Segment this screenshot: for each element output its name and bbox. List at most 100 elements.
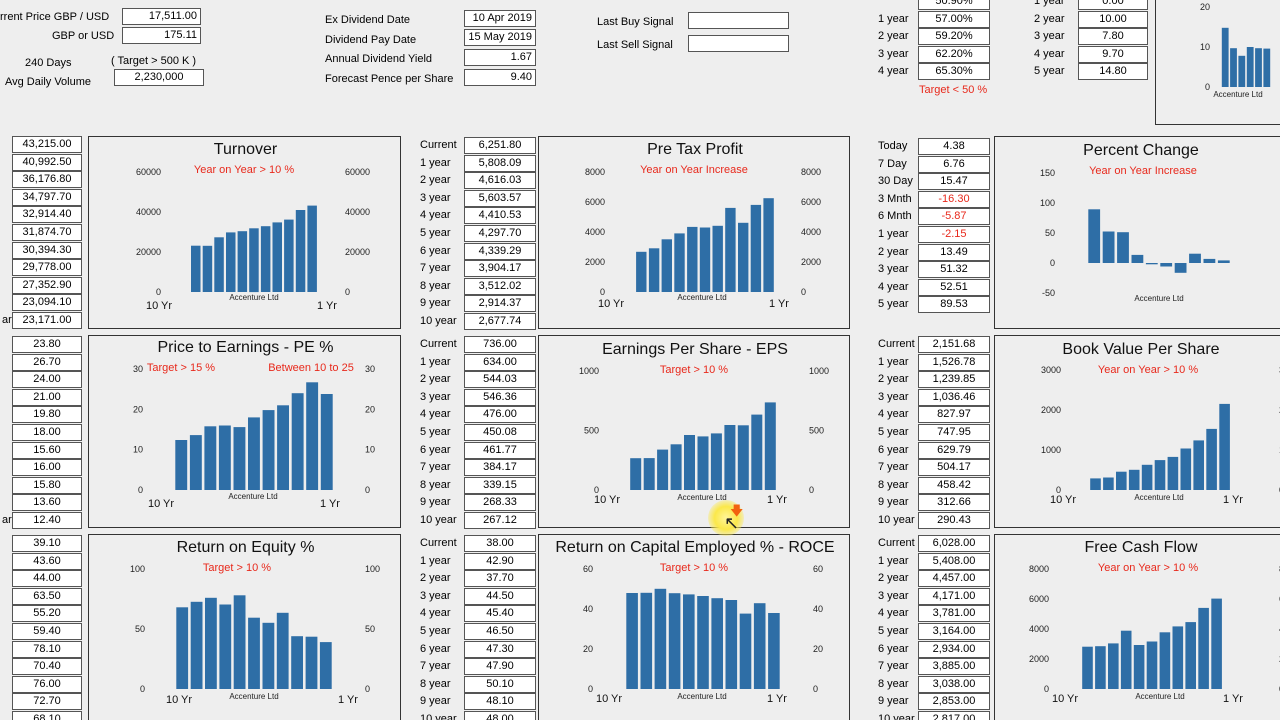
row-value: 629.79 xyxy=(918,441,990,459)
row-value: 72.70 xyxy=(12,693,82,711)
x-label-right: 1 Yr xyxy=(767,494,787,506)
last-sell-field[interactable] xyxy=(688,35,789,52)
table-row: 8 year 339.15 xyxy=(416,476,536,494)
row-value: 45.40 xyxy=(464,605,536,623)
top-mid-table: 50.90% 1 year 57.00% 2 year 59.20% 3 year 62.2… xyxy=(874,0,990,83)
eps-panel: Earnings Per Share - EPS Target > 10 % 0 0 5… xyxy=(538,335,850,528)
chart-title: Price to Earnings - PE % xyxy=(157,339,333,356)
bar xyxy=(1203,258,1216,263)
table-row: 6 Mnth -5.87 xyxy=(874,208,990,226)
pretax-table: Current 6,251.80 1 year 5,808.09 2 year 4,616… xyxy=(416,137,536,331)
row-value: 3,904.17 xyxy=(464,260,536,278)
bar xyxy=(636,251,647,292)
y-tick-label: 0 xyxy=(600,287,605,297)
table-row: 10 year 48.00 xyxy=(416,711,536,720)
row-value: 47.90 xyxy=(464,658,536,676)
y-tick-label: 0 xyxy=(1056,485,1061,495)
row-value: 13.49 xyxy=(918,243,990,261)
y-tick-label: 10 xyxy=(1200,42,1210,52)
chart-target: Target > 10 % xyxy=(203,562,271,574)
row-value: 14.80 xyxy=(1078,63,1148,81)
table-row: 9 year 268.33 xyxy=(416,494,536,512)
row-value: 290.43 xyxy=(918,512,990,529)
bar xyxy=(640,592,653,689)
table-row: 5 year 46.50 xyxy=(416,623,536,640)
table-row: Current 2,151.68 xyxy=(874,336,990,353)
y-tick-label-right: 0 xyxy=(809,485,814,495)
bar xyxy=(1090,478,1101,490)
table-row: 7 year 3,904.17 xyxy=(416,260,536,278)
table-row: 8 year 50.10 xyxy=(416,675,536,693)
row-value: 4.38 xyxy=(918,138,990,155)
table-row: 2 year 4,457.00 xyxy=(874,570,990,588)
chart-target: Year on Year > 10 % xyxy=(1098,562,1198,574)
bar xyxy=(1180,448,1192,490)
table-row: 44.00 xyxy=(0,570,84,588)
row-value: 2,151.68 xyxy=(918,336,990,353)
row-label: 1 year xyxy=(878,355,909,368)
table-row: Today 4.38 xyxy=(874,138,990,155)
table-row: 4 year 827.97 xyxy=(874,406,990,424)
table-row: 3 year 51.32 xyxy=(874,261,990,279)
row-value: 44.50 xyxy=(464,587,536,605)
table-row: 1 year 5,408.00 xyxy=(874,552,990,570)
gbp-label: GBP or USD xyxy=(52,30,115,42)
table-row: 6 year 47.30 xyxy=(416,640,536,658)
y-tick-label: 60000 xyxy=(136,167,161,177)
bar xyxy=(202,245,213,292)
row-label: 4 year xyxy=(1034,47,1065,60)
top-mid-target: Target < 50 % xyxy=(919,84,988,96)
table-row: 16.00 xyxy=(0,459,84,477)
table-row: 3 year 44.50 xyxy=(416,587,536,605)
table-row: 5 year 747.95 xyxy=(874,424,990,441)
row-value: 18.00 xyxy=(12,424,82,441)
bar xyxy=(1082,646,1093,689)
table-row: 8 year 458.42 xyxy=(874,476,990,494)
x-label-right: 1 Yr xyxy=(769,298,789,310)
row-label: 1 year xyxy=(420,355,451,368)
bar xyxy=(1172,626,1184,689)
row-value: 267.12 xyxy=(464,512,536,529)
row-value: 89.53 xyxy=(918,296,990,314)
y-tick-label: 10 xyxy=(133,445,143,455)
bar xyxy=(1255,48,1262,87)
table-row: 4 year 52.51 xyxy=(874,278,990,296)
table-row: 3 year 7.80 xyxy=(1030,28,1150,46)
mouse-pointer-icon: ↖ xyxy=(724,513,740,533)
y-tick-label: 20 xyxy=(133,404,143,414)
y-tick-label-right: 0 xyxy=(345,287,350,297)
chart-title: Return on Equity % xyxy=(177,539,315,556)
bar xyxy=(233,427,246,490)
row-value: 827.97 xyxy=(918,406,990,424)
table-row: ar 23,171.00 xyxy=(0,312,84,329)
last-buy-field[interactable] xyxy=(688,12,789,29)
row-value: 21.00 xyxy=(12,388,82,406)
y-tick-label-right: 100 xyxy=(365,564,380,574)
row-value: -2.15 xyxy=(918,226,990,243)
row-value: 31,874.70 xyxy=(12,224,82,241)
x-label-left: 10 Yr xyxy=(598,298,624,310)
bar xyxy=(630,458,642,490)
row-value: 0.00 xyxy=(1078,0,1148,10)
bar xyxy=(712,225,723,292)
row-value: 44.00 xyxy=(12,570,82,588)
x-label-right: 1 Yr xyxy=(338,694,358,706)
row-label: 9 year xyxy=(420,297,451,310)
days-label: 240 Days xyxy=(25,57,72,69)
table-row: 2 year 1,239.85 xyxy=(874,371,990,389)
row-label: 30 Day xyxy=(878,175,913,188)
bar xyxy=(1206,428,1217,490)
table-row: 5 year 4,297.70 xyxy=(416,225,536,242)
table-row: 29,778.00 xyxy=(0,259,84,277)
bar xyxy=(175,440,188,490)
eps-table: Current 736.00 1 year 634.00 2 year 544.03 3 y… xyxy=(416,336,536,530)
pay-date-value: 15 May 2019 xyxy=(464,29,536,46)
chart-title: Turnover xyxy=(214,141,278,158)
row-value: 2,914.37 xyxy=(464,295,536,313)
y-tick-label-right: 10 xyxy=(365,445,375,455)
row-label: 10 year xyxy=(420,514,457,526)
table-row: 9 year 2,914.37 xyxy=(416,295,536,313)
table-row: 18.00 xyxy=(0,424,84,441)
row-label: 8 year xyxy=(420,677,451,690)
